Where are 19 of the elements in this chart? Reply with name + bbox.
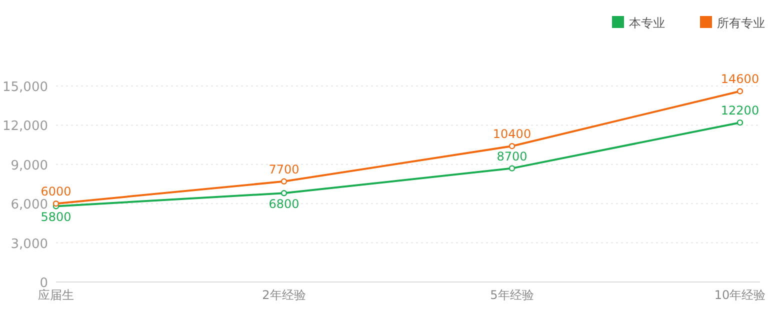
legend-label: 所有专业 bbox=[717, 16, 765, 30]
y-tick-label: 6,000 bbox=[10, 198, 48, 213]
data-label: 5800 bbox=[40, 210, 72, 224]
y-tick-label: 15,000 bbox=[2, 80, 48, 95]
y-tick-label: 9,000 bbox=[10, 158, 48, 174]
legend-label: 本专业 bbox=[629, 16, 665, 30]
data-label: 8700 bbox=[496, 149, 528, 164]
data-label: 10400 bbox=[492, 127, 532, 142]
data-label: 14600 bbox=[720, 72, 760, 86]
data-label: 7700 bbox=[268, 162, 300, 176]
x-tick-label: 10年经验 bbox=[714, 288, 766, 302]
x-tick-label: 5年经验 bbox=[490, 288, 534, 302]
data-label: 6000 bbox=[40, 184, 72, 199]
y-tick-label: 3,000 bbox=[10, 236, 48, 252]
x-tick-label: 应届生 bbox=[38, 288, 74, 302]
x-tick-label: 2年经验 bbox=[262, 288, 306, 302]
data-label: 12200 bbox=[720, 104, 760, 118]
data-label: 6800 bbox=[268, 197, 300, 212]
y-tick-label: 12,000 bbox=[2, 119, 48, 134]
